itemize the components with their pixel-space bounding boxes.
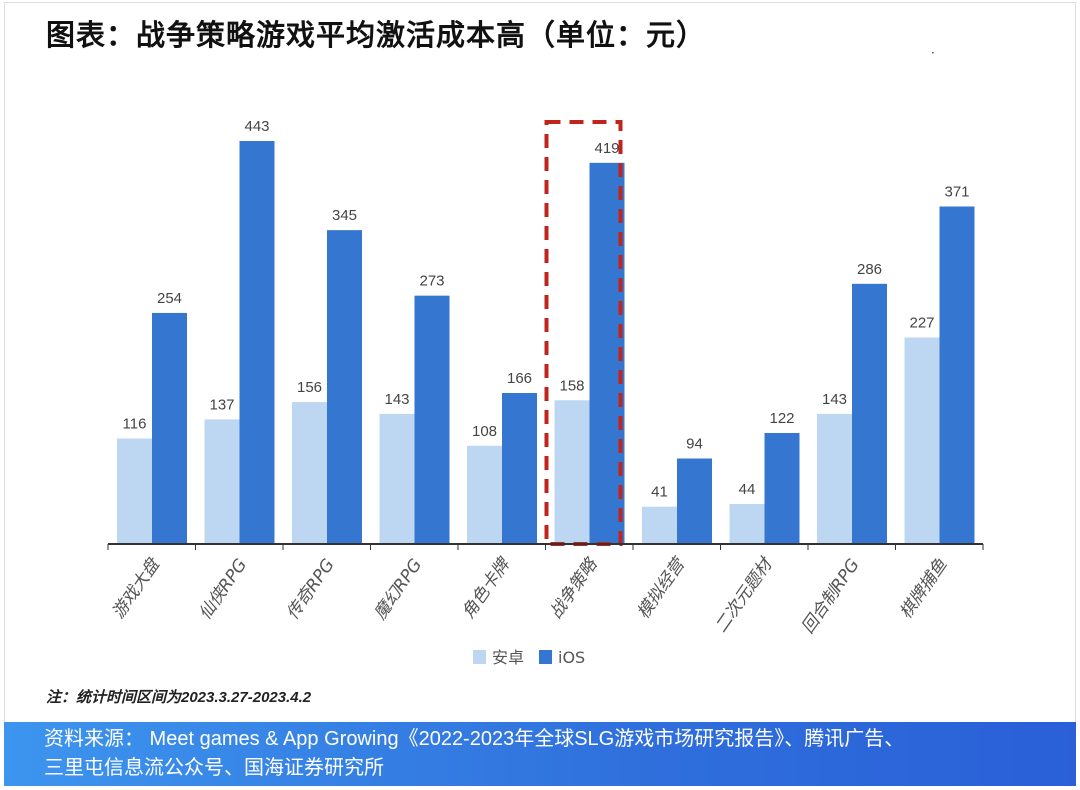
bar-android	[292, 402, 327, 544]
source-banner: 资料来源： Meet games & App Growing《2022-2023…	[4, 722, 1076, 786]
legend-label: iOS	[558, 648, 585, 667]
bar-android	[729, 503, 765, 544]
value-label: 108	[472, 423, 497, 440]
value-label: 254	[157, 290, 182, 307]
category-label: 回合制RPG	[798, 555, 864, 637]
footnote: 注：统计时间区间为2023.3.27-2023.4.2	[46, 689, 312, 706]
source-line-2: 三里屯信息流公众号、国海证券研究所	[44, 757, 384, 779]
value-label: 143	[384, 391, 409, 408]
category-label: 二次元题材	[711, 554, 777, 637]
bar-android	[379, 413, 415, 544]
value-label: 41	[651, 484, 668, 501]
value-label: 158	[559, 377, 584, 394]
bar-android	[904, 337, 940, 544]
bar-ios	[939, 206, 975, 544]
legend-swatch	[539, 650, 552, 664]
value-label: 443	[244, 118, 269, 135]
bar-android	[642, 506, 677, 544]
legend-swatch	[473, 650, 486, 664]
bar-android	[204, 419, 240, 544]
legend-label: 安卓	[492, 648, 524, 667]
bar-ios	[239, 141, 275, 544]
category-label: 战争策略	[546, 554, 603, 623]
value-label: 143	[822, 391, 847, 408]
category-label: 仙侠RPG	[195, 555, 251, 623]
bar-chart: 116 254 游戏大盘 137 443 仙侠RPG 156 345 传奇RPG 143 273 魔幻…	[107, 118, 984, 667]
bar-android	[554, 400, 590, 544]
category-label: 游戏大盘	[108, 554, 165, 623]
bar-ios	[677, 458, 712, 544]
value-label: 122	[769, 410, 794, 427]
value-label: 44	[739, 481, 756, 498]
value-label: 345	[332, 207, 357, 224]
value-label: 227	[909, 314, 934, 331]
category-label: 棋牌捕鱼	[896, 555, 951, 622]
value-label: 419	[594, 140, 619, 157]
stray-mark: ·	[931, 46, 935, 60]
bar-android	[117, 438, 152, 544]
value-label: 273	[419, 273, 444, 290]
chart-title: 图表：战争策略游戏平均激活成本高（单位：元）	[46, 18, 707, 52]
value-label: 166	[507, 370, 532, 387]
value-label: 116	[123, 415, 147, 432]
bar-ios	[152, 312, 187, 544]
bar-ios	[327, 230, 362, 544]
value-label: 286	[857, 261, 882, 278]
category-label: 传奇RPG	[283, 555, 339, 623]
bar-android	[467, 445, 502, 544]
value-label: 156	[297, 379, 322, 396]
category-label: 魔幻RPG	[370, 555, 426, 623]
bar-android	[817, 413, 852, 544]
category-label: 模拟经营	[633, 553, 690, 623]
source-line-1: 资料来源： Meet games & App Growing《2022-2023…	[44, 728, 905, 750]
bar-ios	[852, 283, 887, 544]
value-label: 137	[209, 396, 234, 413]
bar-ios	[764, 433, 800, 544]
value-label: 371	[944, 183, 969, 200]
category-label: 角色卡牌	[458, 554, 515, 623]
value-label: 94	[686, 435, 703, 452]
bar-ios	[502, 392, 537, 544]
bar-ios	[414, 295, 450, 544]
